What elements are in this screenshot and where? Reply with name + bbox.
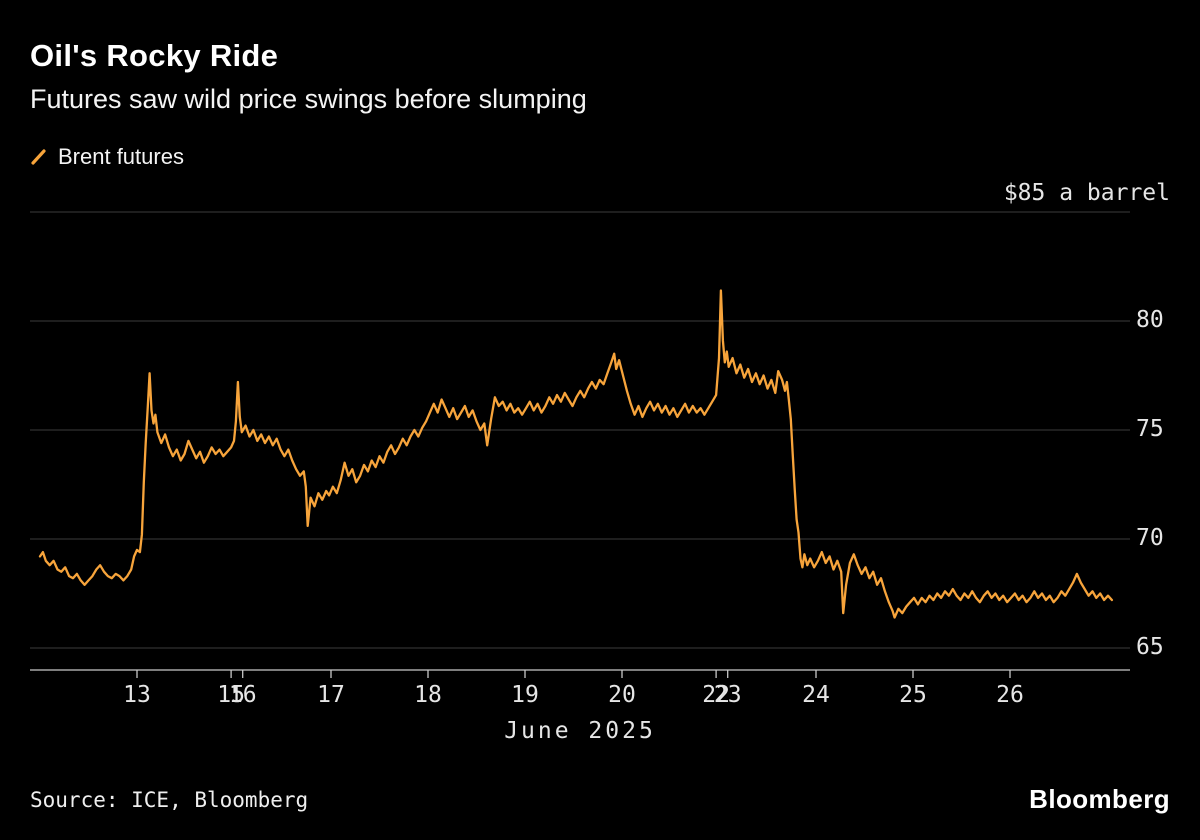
legend-label: Brent futures (58, 144, 184, 169)
y-axis-label: 70 (1136, 525, 1164, 551)
x-tick-label: 23 (713, 682, 742, 708)
x-tick-label: 26 (996, 682, 1024, 708)
chart-subtitle: Futures saw wild price swings before slu… (30, 84, 587, 114)
y-axis-label: 65 (1136, 634, 1164, 660)
x-tick-label: 20 (608, 682, 636, 708)
x-tick-label: 17 (317, 682, 345, 708)
x-tick-label: 19 (511, 682, 539, 708)
bloomberg-logo: Bloomberg (1029, 784, 1170, 814)
x-tick-label: 13 (123, 682, 151, 708)
x-tick-label: 18 (414, 682, 442, 708)
x-axis-title: June 2025 (504, 718, 656, 744)
price-line (38, 289, 1114, 619)
legend-slash-icon (30, 148, 48, 166)
x-tick-label: 15 (217, 682, 245, 708)
x-tick-label: 25 (899, 682, 927, 708)
y-axis-label: 75 (1136, 416, 1164, 442)
y-axis-label: $85 a barrel (1003, 180, 1170, 206)
y-axis-label: 80 (1136, 307, 1164, 333)
x-tick-label: 24 (802, 682, 830, 708)
chart-title: Oil's Rocky Ride (30, 38, 279, 73)
legend: Brent futures (30, 144, 184, 170)
x-tick-label: 22 (702, 682, 730, 708)
x-tick-label: 16 (228, 682, 257, 708)
source-text: Source: ICE, Bloomberg (30, 788, 309, 812)
price-chart (30, 211, 1130, 678)
